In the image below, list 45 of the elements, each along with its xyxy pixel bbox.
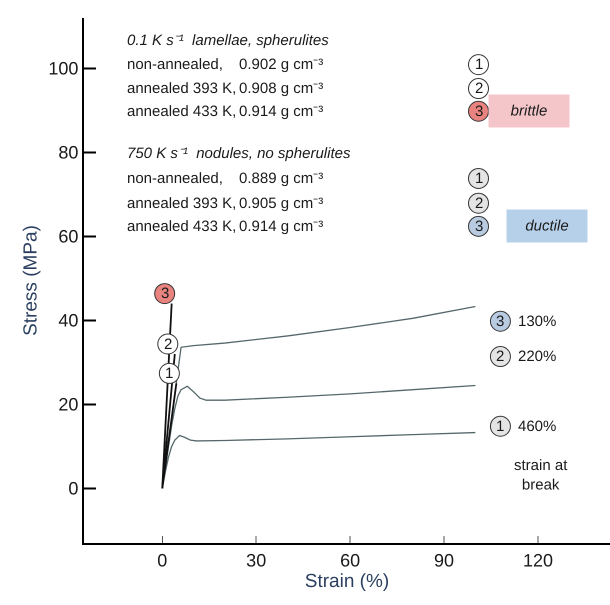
annotation: 1 <box>475 170 484 187</box>
annotation: 0.914 g cm⁻³ <box>239 103 324 120</box>
annotation: non-annealed, <box>127 170 223 187</box>
annotation: brittle <box>510 102 548 120</box>
annotation: 3 <box>496 313 504 330</box>
annotation: non-annealed, <box>127 56 223 73</box>
annotation: 1 <box>496 418 504 435</box>
annotation: 0.908 g cm⁻³ <box>239 80 324 97</box>
annotation: 0.914 g cm⁻³ <box>239 218 324 235</box>
x-axis-title: Strain (%) <box>304 570 390 592</box>
annotation: annealed 433 K, <box>127 103 236 120</box>
annotation: 460% <box>518 418 556 435</box>
annotation: 3 <box>475 103 484 120</box>
y-tick-label: 100 <box>48 58 78 79</box>
annotation: ductile <box>525 218 569 234</box>
annotation: 1 <box>165 365 174 382</box>
x-tick-label: 60 <box>340 550 360 571</box>
y-axis-title: Stress (MPa) <box>20 225 42 336</box>
annotation: 0.889 g cm⁻³ <box>239 170 324 187</box>
annotation: 0.905 g cm⁻³ <box>239 195 324 212</box>
y-tick-label: 0 <box>68 478 78 499</box>
x-tick-label: 90 <box>434 550 454 571</box>
annotation: 130% <box>518 313 556 330</box>
annotation: 2 <box>475 80 484 97</box>
annotation: 220% <box>518 348 556 365</box>
annotation: 2 <box>496 348 504 365</box>
annotation: 3 <box>161 285 170 302</box>
annotation: annealed 393 K, <box>127 195 236 212</box>
annotation: 0.902 g cm⁻³ <box>239 56 324 73</box>
annotation: 0.1 K s⁻¹ lamellae, spherulites <box>127 32 330 49</box>
y-tick-label: 40 <box>58 310 78 331</box>
y-tick-label: 60 <box>58 226 78 247</box>
annotation: 750 K s⁻¹ nodules, no spherulites <box>127 145 351 162</box>
y-tick-label: 80 <box>58 142 78 163</box>
annotation: 1 <box>475 56 484 73</box>
annotation: annealed 433 K, <box>127 218 236 235</box>
x-tick-label: 0 <box>157 550 168 571</box>
x-tick-label: 30 <box>246 550 266 571</box>
annotation: 3 <box>475 218 484 235</box>
annotation: 2 <box>164 336 172 353</box>
annotation: strain at break <box>514 457 568 494</box>
y-tick-label: 20 <box>58 394 78 415</box>
x-tick-label: 120 <box>522 550 554 571</box>
annotation: annealed 393 K, <box>127 80 236 97</box>
annotation: 2 <box>475 195 484 212</box>
